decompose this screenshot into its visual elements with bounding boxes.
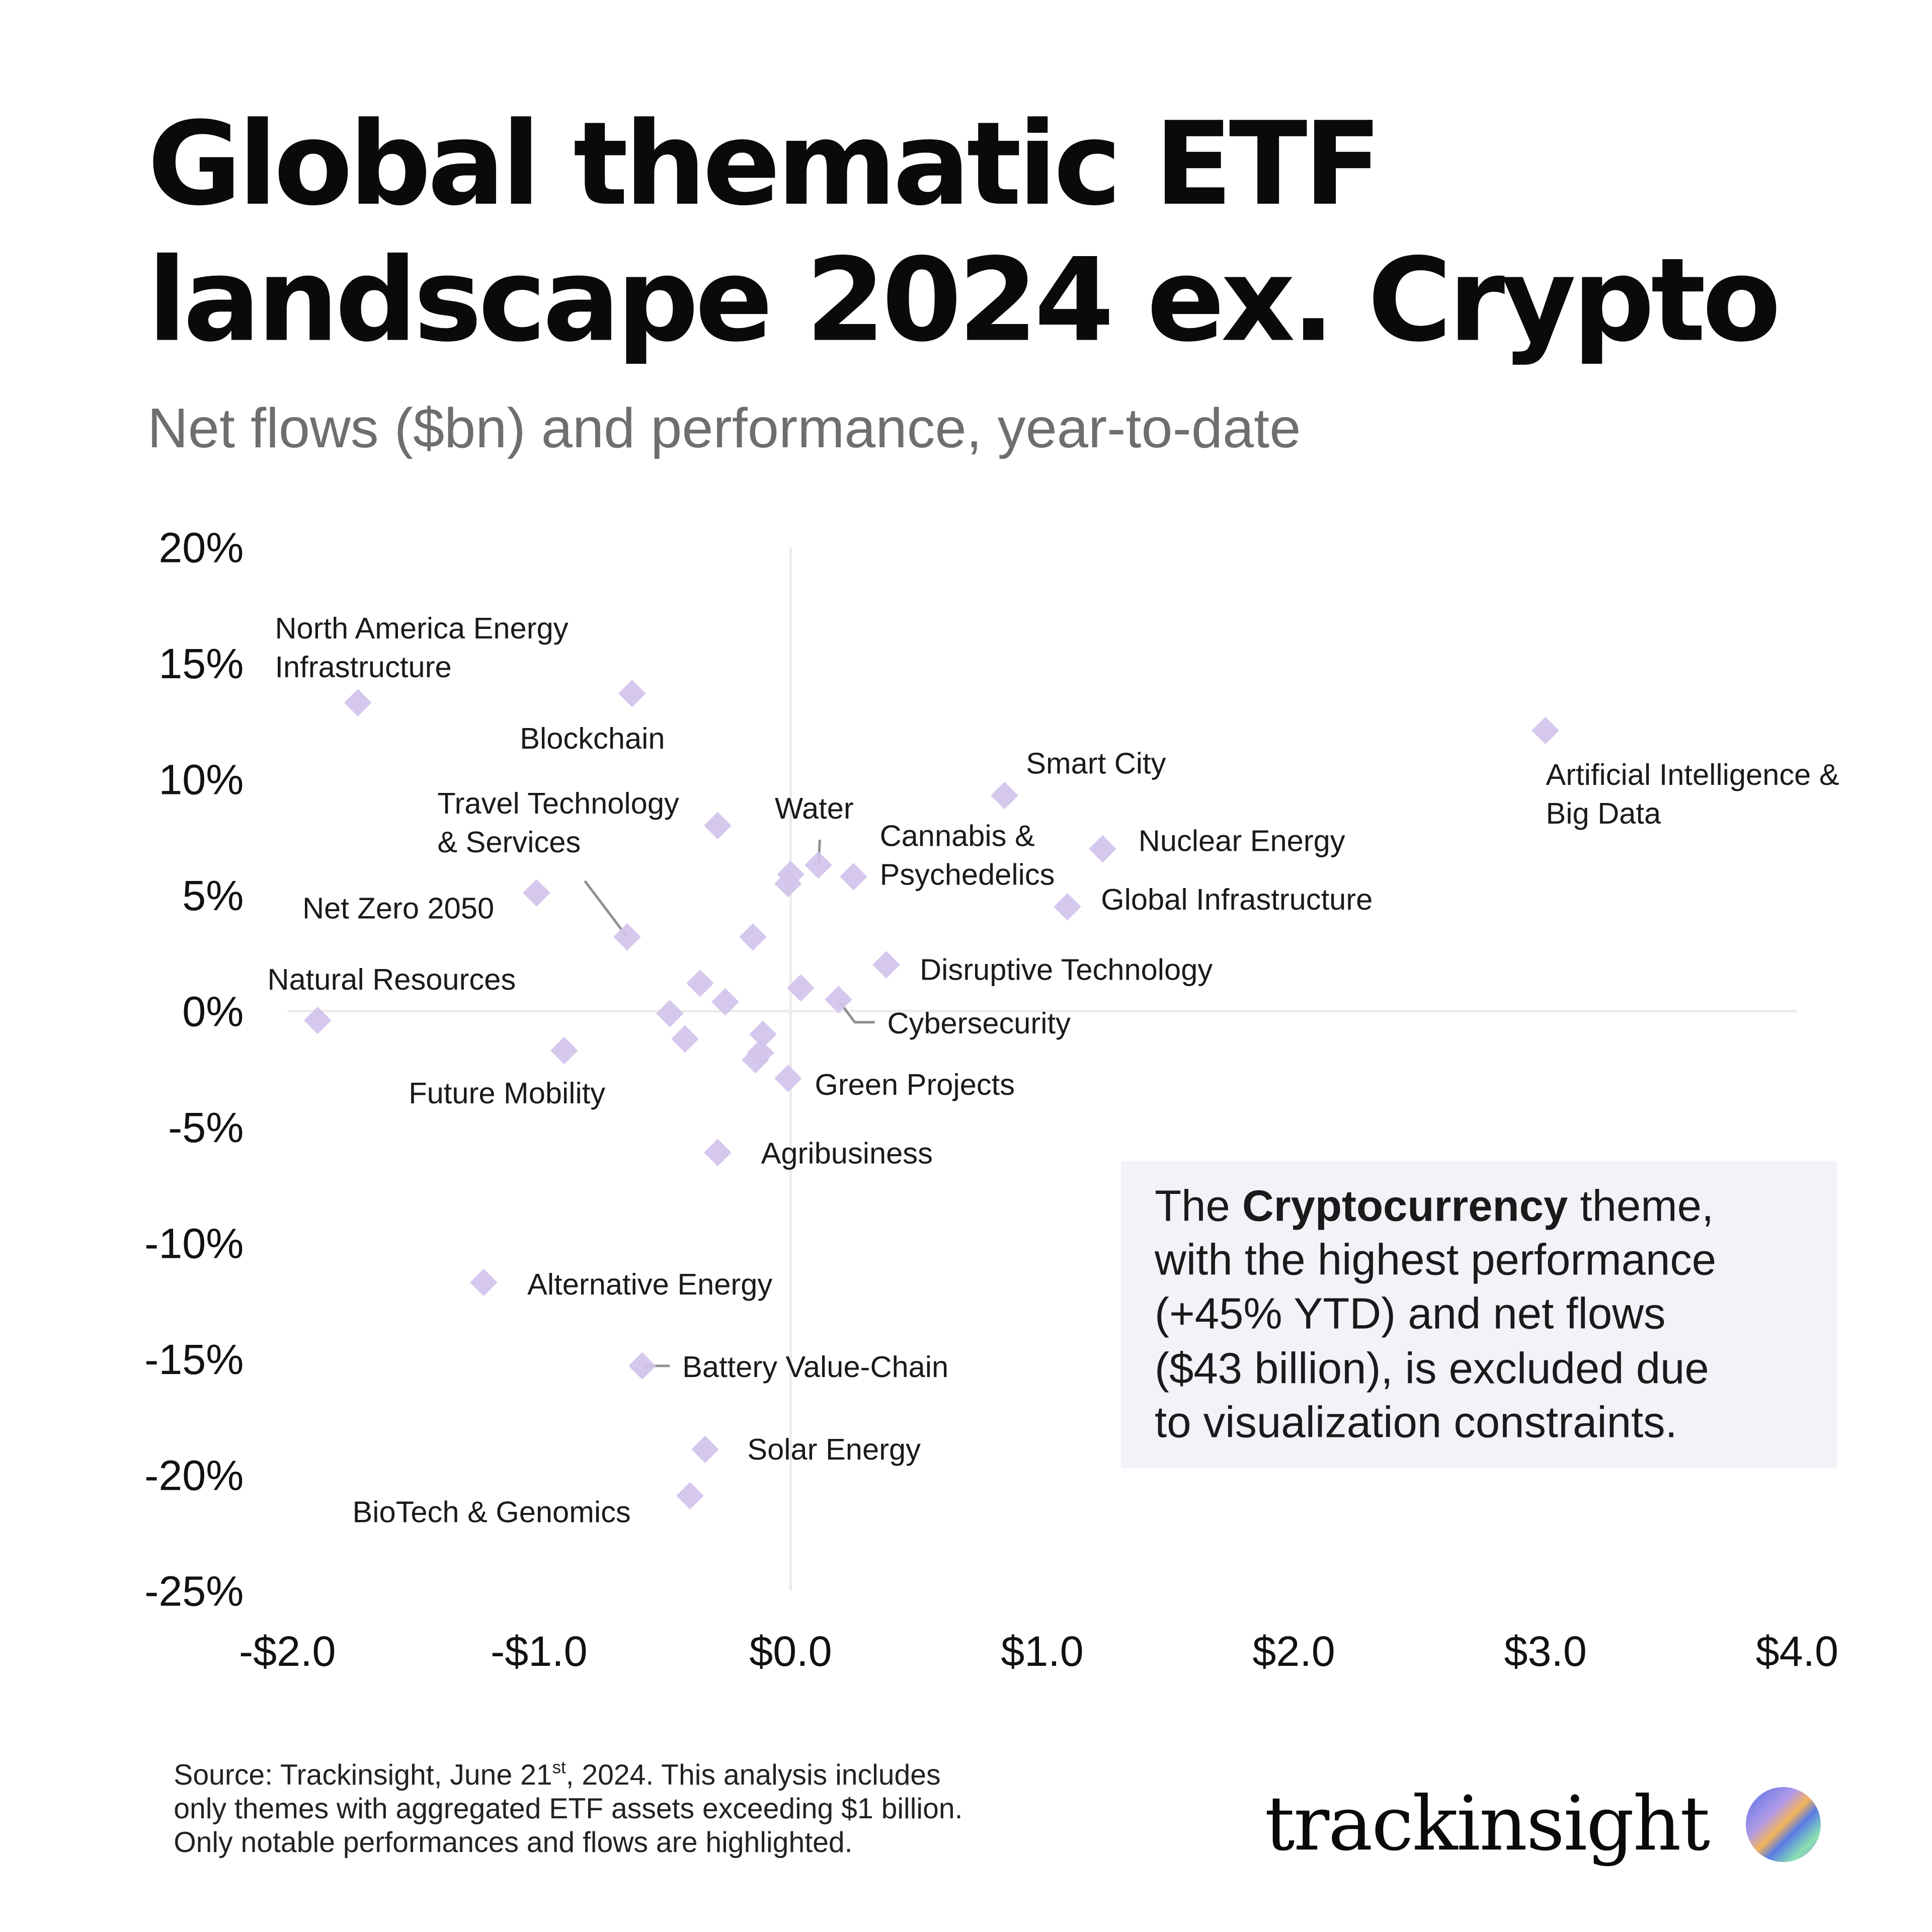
source-line-2: only themes with aggregated ETF assets e… xyxy=(174,1793,962,1825)
logo-orb-icon xyxy=(1745,1787,1821,1862)
data-point-unlabeled xyxy=(774,869,802,898)
x-tick-label: $0.0 xyxy=(749,1628,832,1675)
y-tick-label: -5% xyxy=(168,1104,244,1151)
x-tick-label: -$1.0 xyxy=(491,1628,587,1675)
data-point-global-infrastructure xyxy=(1054,893,1081,921)
point-label-cannabis-psychedelics: Psychedelics xyxy=(880,858,1055,892)
point-label-future-mobility: Future Mobility xyxy=(409,1076,605,1110)
point-label-cannabis-psychedelics: Cannabis & xyxy=(880,819,1035,853)
y-axis: 20% 15% 10% 5% 0% -5% -10% -15% -20% -25% xyxy=(144,524,244,1615)
point-label-nuclear-energy: Nuclear Energy xyxy=(1139,824,1345,857)
data-point-net-zero-2050 xyxy=(523,879,550,907)
point-label-smart-city: Smart City xyxy=(1026,746,1166,780)
point-label-travel-technology-services: & Services xyxy=(437,825,581,859)
data-point-north-america-energy-infrastructure xyxy=(344,689,372,717)
annotation-line-5: to visualization constraints. xyxy=(1155,1398,1677,1446)
leader-line-travel-technology-services xyxy=(584,880,628,938)
data-point-disruptive-technology xyxy=(872,951,900,979)
source-line-1: Source: Trackinsight, June 21st, 2024. T… xyxy=(174,1758,940,1791)
point-label-north-america-energy-infrastructure: North America Energy xyxy=(275,611,568,645)
x-tick-label: $2.0 xyxy=(1252,1628,1335,1675)
annotation-line-4: ($43 billion), is excluded due xyxy=(1155,1344,1709,1393)
data-point-unlabeled xyxy=(704,812,732,840)
logo-wordmark: trackinsight xyxy=(1265,1781,1710,1868)
x-tick-label: $1.0 xyxy=(1001,1628,1083,1675)
point-label-biotech-genomics: BioTech & Genomics xyxy=(352,1495,630,1528)
point-label-artificial-intelligence-big-data: Artificial Intelligence & xyxy=(1546,758,1839,791)
title-line-2: landscape 2024 ex. Crypto xyxy=(147,233,1778,367)
annotation-background xyxy=(1120,1161,1837,1469)
point-label-battery-value-chain: Battery Value-Chain xyxy=(682,1350,948,1384)
title-line-1: Global thematic ETF xyxy=(147,97,1379,231)
y-tick-label: 5% xyxy=(182,872,244,919)
point-label-solar-energy: Solar Energy xyxy=(747,1432,921,1466)
data-point-artificial-intelligence-big-data xyxy=(1532,716,1559,745)
annotation-box: The Cryptocurrency theme, with the highe… xyxy=(1120,1161,1837,1469)
data-point-agribusiness xyxy=(704,1139,732,1167)
point-label-cybersecurity: Cybersecurity xyxy=(888,1006,1071,1040)
x-axis: -$2.0 -$1.0 $0.0 $1.0 $2.0 $3.0 $4.0 xyxy=(239,1628,1838,1675)
x-tick-label: $3.0 xyxy=(1504,1628,1586,1675)
y-tick-label: -25% xyxy=(144,1568,244,1615)
point-labels: North America Energy Infrastructure Blockc… xyxy=(268,611,1839,1528)
data-point-biotech-genomics xyxy=(676,1482,704,1510)
y-tick-label: -15% xyxy=(144,1336,244,1383)
data-point-smart-city xyxy=(991,781,1018,810)
footer-source: Source: Trackinsight, June 21st, 2024. T… xyxy=(174,1758,962,1859)
annotation-line-3: (+45% YTD) and net flows xyxy=(1155,1289,1665,1338)
x-tick-label: $4.0 xyxy=(1756,1628,1838,1675)
point-label-north-america-energy-infrastructure: Infrastructure xyxy=(275,650,451,684)
point-label-blockchain: Blockchain xyxy=(520,721,665,755)
data-point-natural-resources xyxy=(303,1006,332,1034)
data-point-unlabeled xyxy=(742,1046,769,1074)
trackinsight-logo: trackinsight xyxy=(1265,1781,1821,1868)
point-label-travel-technology-services: Travel Technology xyxy=(437,786,679,820)
leader-line-cybersecurity xyxy=(839,1001,875,1024)
point-label-water: Water xyxy=(775,791,854,825)
subtitle: Net flows ($bn) and performance, year-to… xyxy=(147,396,1301,459)
annotation-line-1: The Cryptocurrency theme, xyxy=(1155,1182,1714,1231)
point-label-disruptive-technology: Disruptive Technology xyxy=(920,952,1213,986)
point-label-natural-resources: Natural Resources xyxy=(268,962,516,996)
data-point-cannabis-psychedelics xyxy=(840,863,867,891)
point-label-alternative-energy: Alternative Energy xyxy=(527,1267,772,1301)
y-tick-label: 15% xyxy=(158,640,244,687)
point-label-net-zero-2050: Net Zero 2050 xyxy=(302,892,494,925)
point-label-artificial-intelligence-big-data: Big Data xyxy=(1546,796,1661,830)
point-label-agribusiness: Agribusiness xyxy=(761,1136,933,1170)
y-tick-label: 0% xyxy=(182,988,244,1035)
data-point-battery-value-chain xyxy=(628,1352,656,1380)
point-label-green-projects: Green Projects xyxy=(815,1068,1015,1101)
data-point-solar-energy xyxy=(691,1435,719,1464)
y-tick-label: -10% xyxy=(144,1220,244,1267)
y-tick-label: 10% xyxy=(158,756,244,803)
source-line-3: Only notable performances and flows are … xyxy=(174,1826,852,1859)
data-point-green-projects xyxy=(774,1065,802,1092)
point-label-global-infrastructure: Global Infrastructure xyxy=(1101,882,1373,916)
x-tick-label: -$2.0 xyxy=(239,1628,336,1675)
data-point-blockchain xyxy=(618,679,646,707)
annotation-line-2: with the highest performance xyxy=(1154,1236,1716,1284)
y-tick-label: 20% xyxy=(158,524,244,572)
y-tick-label: -20% xyxy=(144,1452,244,1499)
